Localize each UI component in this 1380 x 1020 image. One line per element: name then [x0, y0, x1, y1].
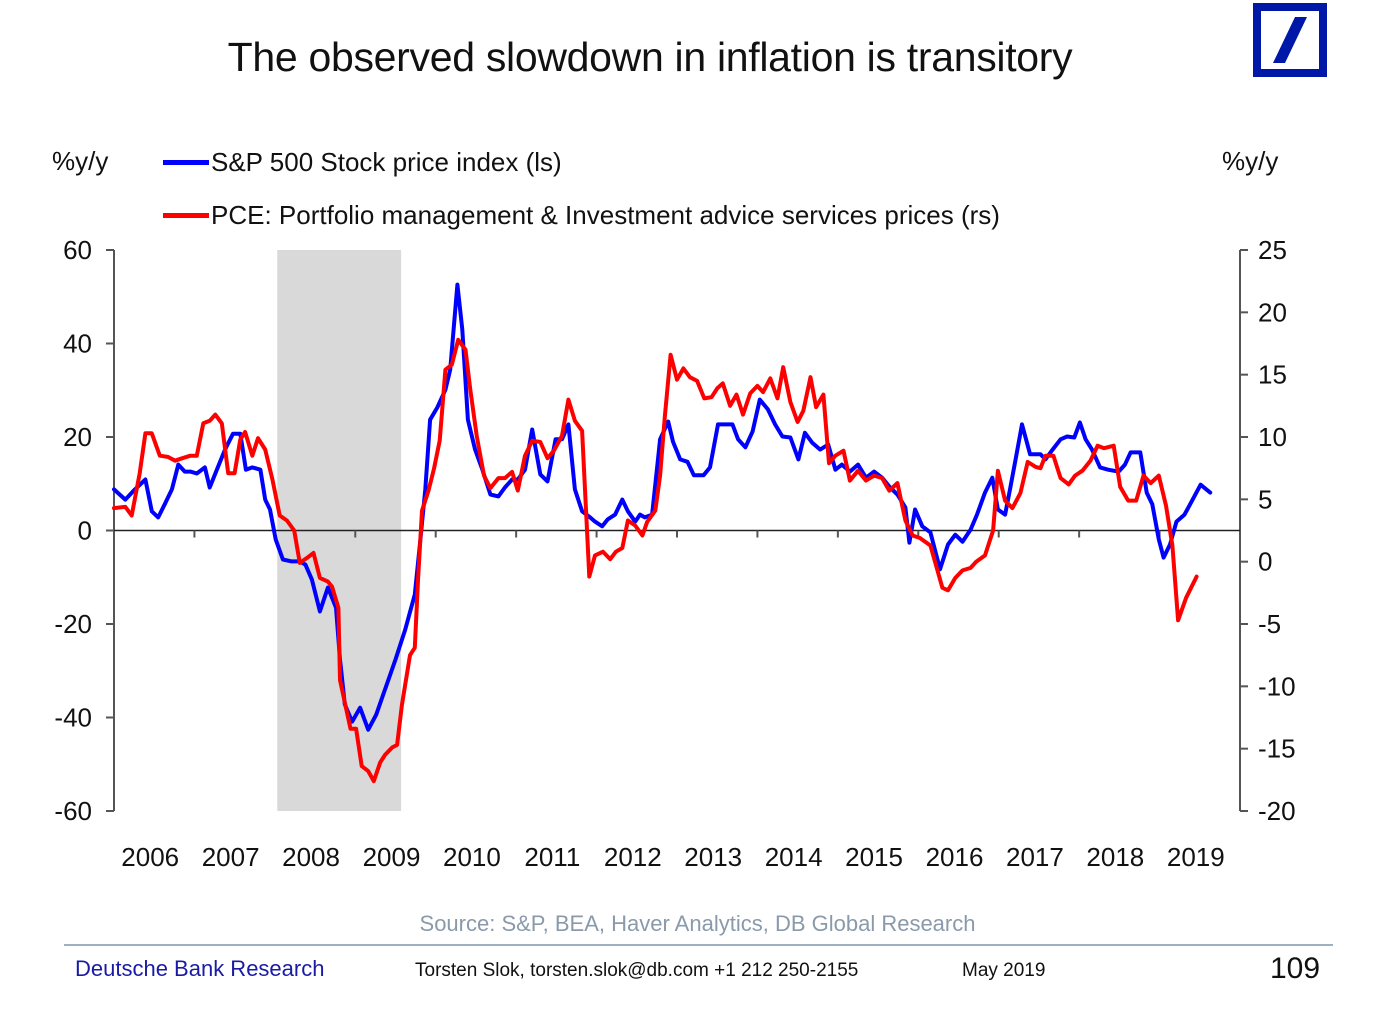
right-axis-tick-label: 0	[1258, 547, 1272, 577]
series-lines	[112, 282, 1213, 784]
legend-label-pce: PCE: Portfolio management & Investment a…	[211, 200, 1000, 230]
legend-item-sp500: S&P 500 Stock price index (ls)	[163, 147, 562, 178]
left-axis-tick-label: 20	[63, 422, 92, 452]
right-axis-tick-label: 15	[1258, 360, 1287, 390]
left-axis-tick-label: -40	[54, 703, 92, 733]
left-axis-tick-label: -20	[54, 609, 92, 639]
legend-label-sp500: S&P 500 Stock price index (ls)	[211, 147, 562, 177]
axes	[106, 249, 1248, 812]
legend-swatch-red	[163, 213, 209, 218]
x-axis-tick-label: 2016	[926, 842, 984, 872]
x-axis-tick-label: 2019	[1167, 842, 1225, 872]
right-axis-unit-label: %y/y	[1222, 146, 1279, 176]
right-axis-tick-label: 20	[1258, 297, 1287, 327]
x-axis-tick-label: 2007	[202, 842, 260, 872]
x-axis-tick-label: 2014	[765, 842, 823, 872]
x-axis-tick-label: 2008	[282, 842, 340, 872]
right-axis-tick-label: -15	[1258, 734, 1296, 764]
deutsche-bank-logo-icon	[1253, 3, 1327, 77]
x-axis-tick-label: 2013	[684, 842, 742, 872]
right-axis-tick-label: 25	[1258, 235, 1287, 265]
left-axis-unit-label: %y/y	[52, 146, 109, 176]
x-axis-tick-label: 2018	[1086, 842, 1144, 872]
footer-contact: Torsten Slok, torsten.slok@db.com +1 212…	[415, 960, 859, 981]
source-note: Source: S&P, BEA, Haver Analytics, DB Gl…	[419, 911, 976, 936]
slide-title: The observed slowdown in inflation is tr…	[227, 34, 1073, 80]
left-axis-tick-label: 40	[63, 329, 92, 359]
right-axis-tick-label: -20	[1258, 796, 1296, 826]
tick-labels: 6040200-20-40-602520151050-5-10-15-20200…	[54, 235, 1295, 872]
x-axis-tick-label: 2017	[1006, 842, 1064, 872]
left-axis-tick-label: -60	[54, 796, 92, 826]
series-line-pce	[112, 337, 1199, 784]
right-axis-tick-label: -5	[1258, 609, 1281, 639]
left-axis-tick-label: 60	[63, 235, 92, 265]
page-number: 109	[1270, 952, 1321, 985]
right-axis-tick-label: 10	[1258, 422, 1287, 452]
logo-slash-icon	[1273, 17, 1307, 63]
x-axis-tick-label: 2011	[524, 842, 580, 872]
footer-date: May 2019	[962, 960, 1046, 981]
left-axis-tick-label: 0	[78, 516, 92, 546]
footer-divider	[64, 944, 1333, 946]
x-axis-tick-label: 2006	[121, 842, 179, 872]
x-axis-tick-label: 2012	[604, 842, 662, 872]
footer-brand: Deutsche Bank Research	[75, 956, 325, 981]
x-axis-tick-label: 2010	[443, 842, 501, 872]
legend-swatch-blue	[163, 160, 209, 165]
x-axis-tick-label: 2015	[845, 842, 903, 872]
x-axis-tick-label: 2009	[363, 842, 421, 872]
right-axis-tick-label: 5	[1258, 484, 1272, 514]
legend-item-pce: PCE: Portfolio management & Investment a…	[163, 200, 1000, 231]
right-axis-tick-label: -10	[1258, 671, 1296, 701]
